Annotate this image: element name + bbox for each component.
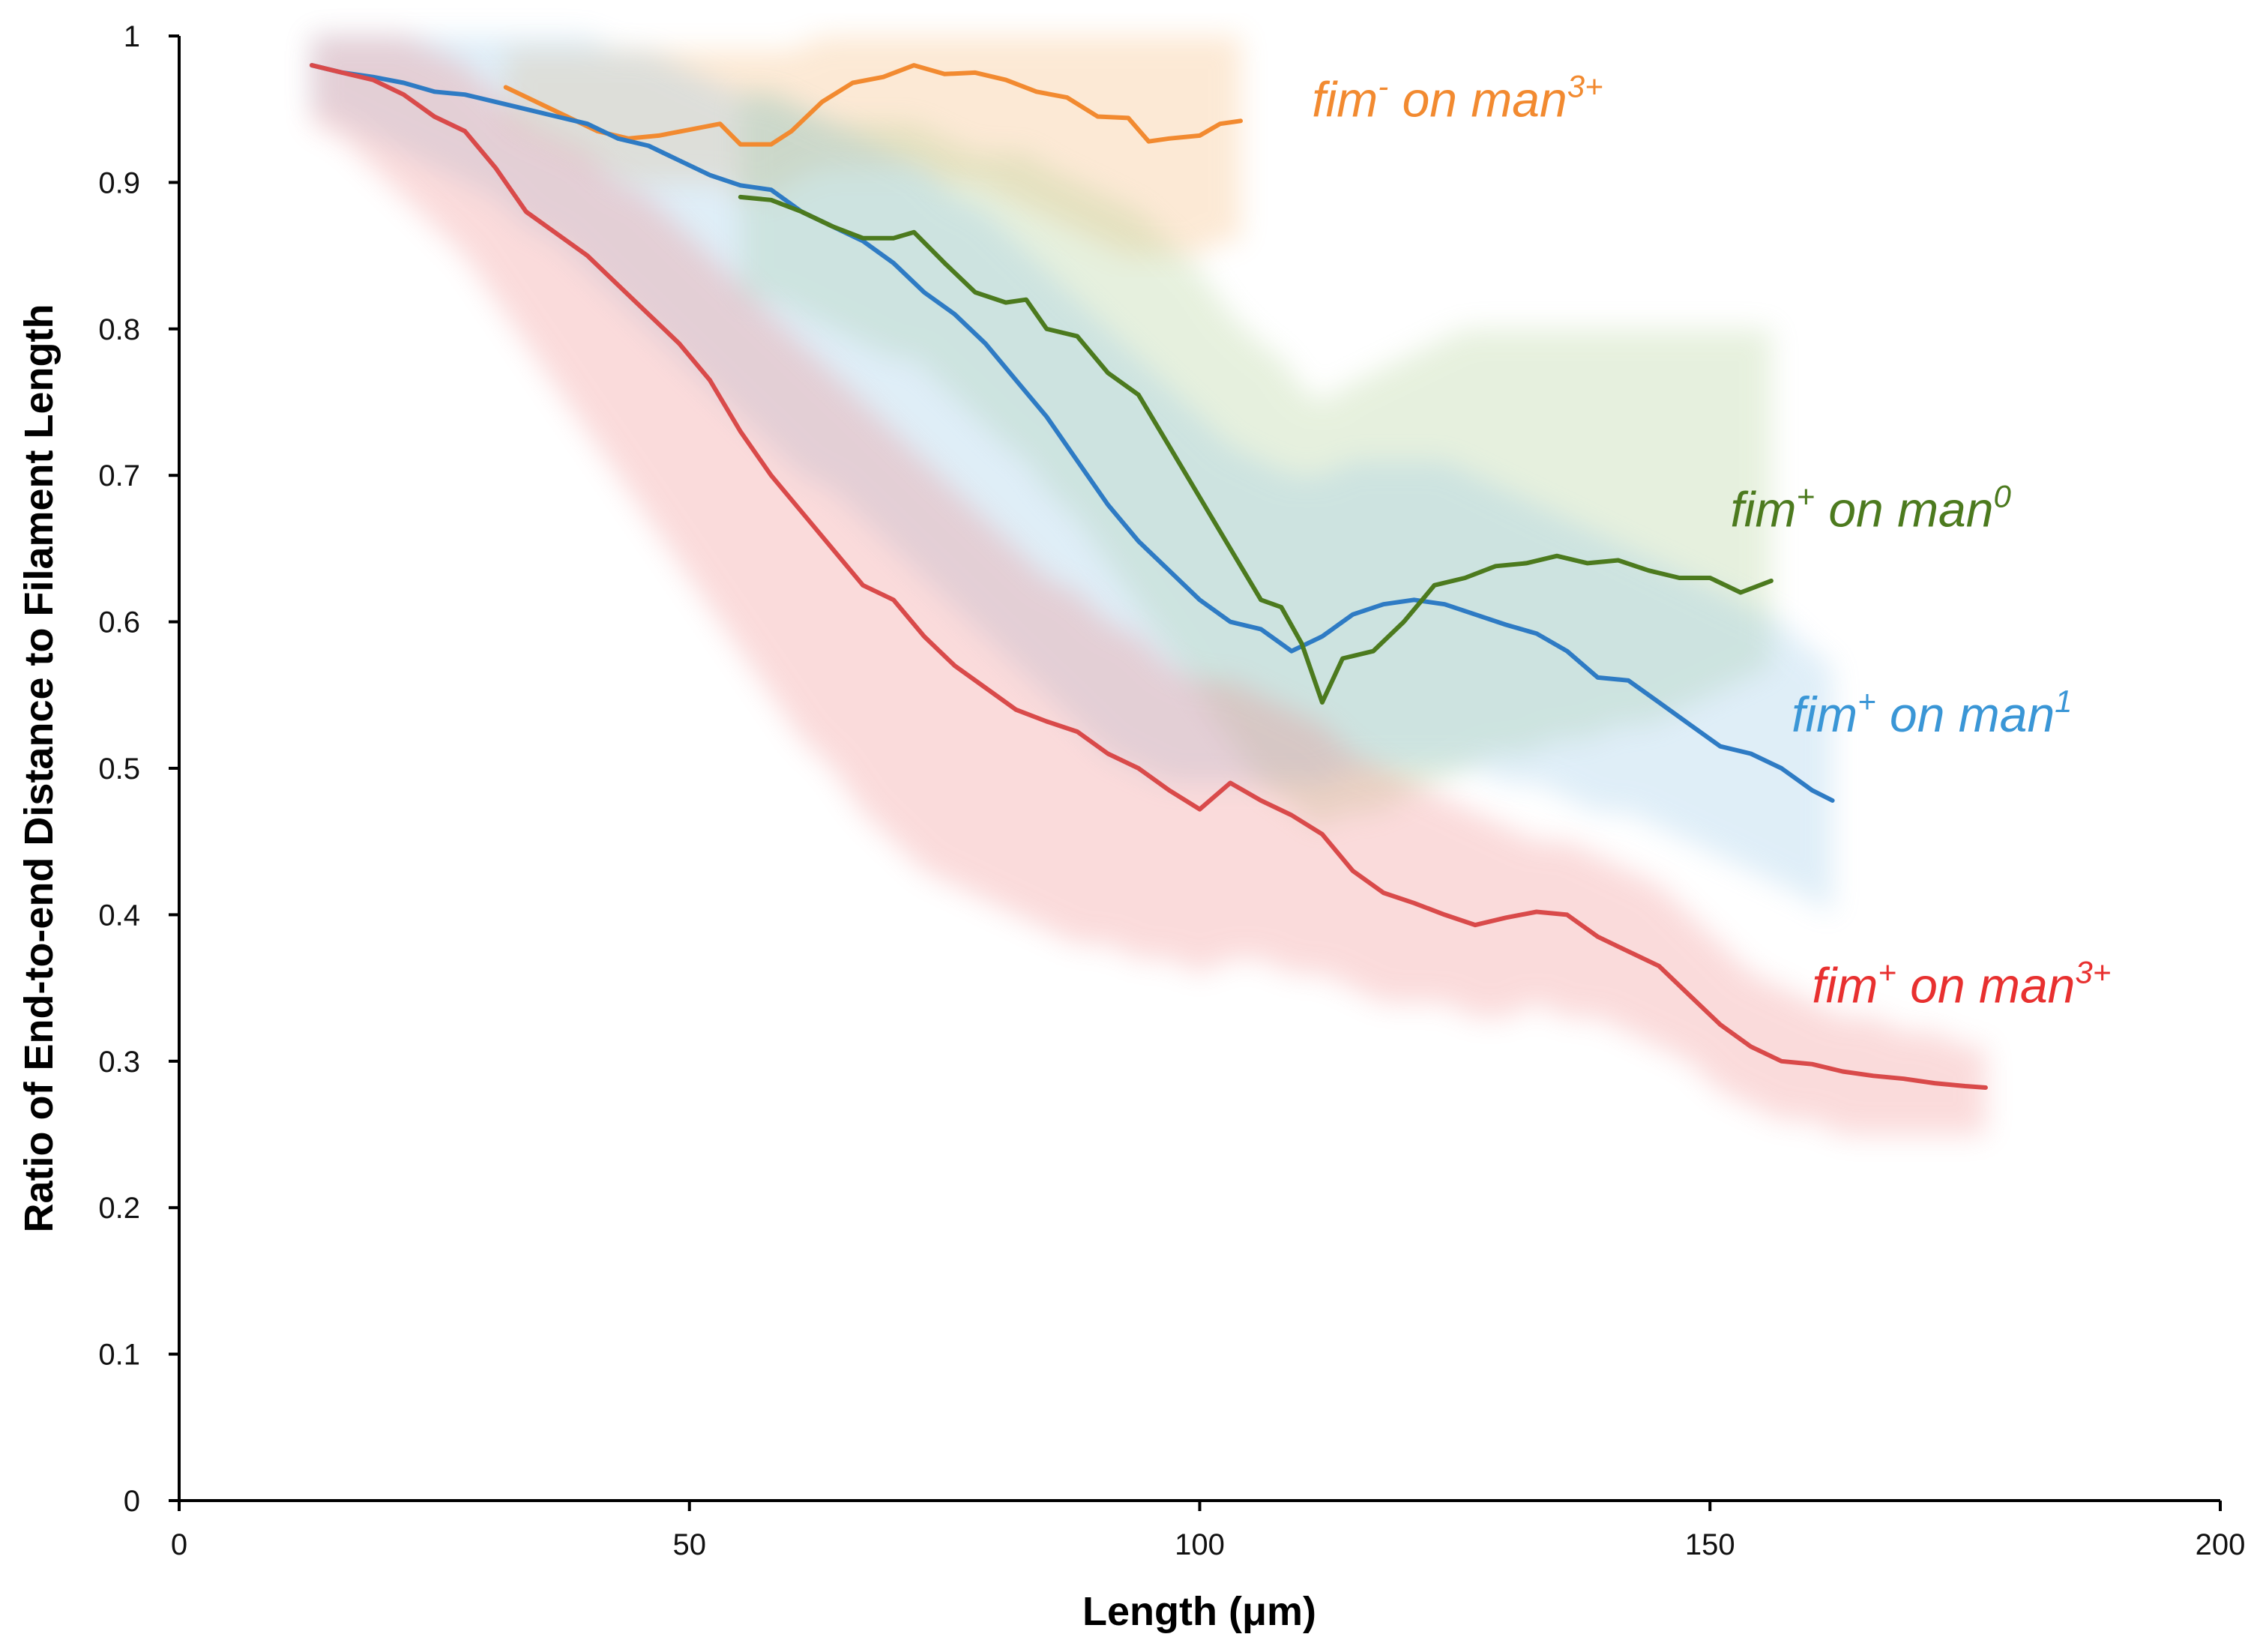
series-lines (310, 63, 1988, 1090)
label-superscript: - (1378, 68, 1388, 103)
y-tick-label: 0.9 (98, 166, 140, 199)
y-tick-label: 1 (124, 20, 140, 53)
label-superscript: + (1878, 955, 1896, 990)
series-label-red: fim+ on man3+ (1812, 955, 2111, 1013)
x-tick-label: 150 (1685, 1528, 1735, 1561)
y-tick-label: 0.4 (98, 899, 140, 932)
y-tick-label: 0.7 (98, 459, 140, 492)
y-tick-label: 0.1 (98, 1339, 140, 1372)
axis-ticks: 0 50 100 150 200 0 0.1 0.2 0.3 0.4 0.5 0.6 0.7 0.8 0.9… (98, 20, 2245, 1561)
label-part: fim (1792, 687, 1857, 742)
x-tick-label: 50 (673, 1528, 707, 1561)
label-part: fim (1812, 958, 1878, 1013)
confidence-bands (312, 36, 1986, 1135)
series-label-orange: fim- on man3+ (1312, 68, 1603, 127)
label-superscript: 0 (1993, 479, 2011, 514)
x-tick-label: 0 (171, 1528, 187, 1561)
series-line-red (310, 63, 1988, 1090)
label-superscript: 3+ (1567, 68, 1603, 103)
series-line-orange (503, 63, 1243, 147)
y-tick-label: 0.3 (98, 1046, 140, 1079)
label-part: on man (1815, 482, 1993, 537)
label-superscript: + (1796, 479, 1815, 514)
series-label-green: fim+ on man0 (1730, 479, 2011, 537)
label-superscript: 3+ (2075, 955, 2111, 990)
y-axis-title: Ratio of End-to-end Distance to Filament… (16, 304, 61, 1233)
band-red (312, 36, 1986, 1135)
series-line-green (738, 194, 1774, 705)
series-label-blue: fim+ on man1 (1792, 684, 2072, 742)
x-axis-title: Length (μm) (1082, 1589, 1316, 1634)
label-superscript: 1 (2055, 684, 2072, 719)
y-tick-label: 0.5 (98, 753, 140, 786)
label-part: fim (1312, 71, 1378, 127)
label-part: fim (1730, 482, 1796, 537)
series-line-blue (310, 63, 1835, 803)
y-tick-label: 0.6 (98, 606, 140, 639)
label-part: on man (1876, 687, 2055, 742)
label-superscript: + (1857, 684, 1876, 719)
x-tick-label: 100 (1175, 1528, 1225, 1561)
label-part: on man (1896, 958, 2075, 1013)
y-tick-label: 0.8 (98, 313, 140, 346)
x-tick-label: 200 (2196, 1528, 2246, 1561)
y-tick-label: 0.2 (98, 1192, 140, 1225)
label-part: on man (1388, 71, 1567, 127)
y-tick-label: 0 (124, 1485, 140, 1518)
